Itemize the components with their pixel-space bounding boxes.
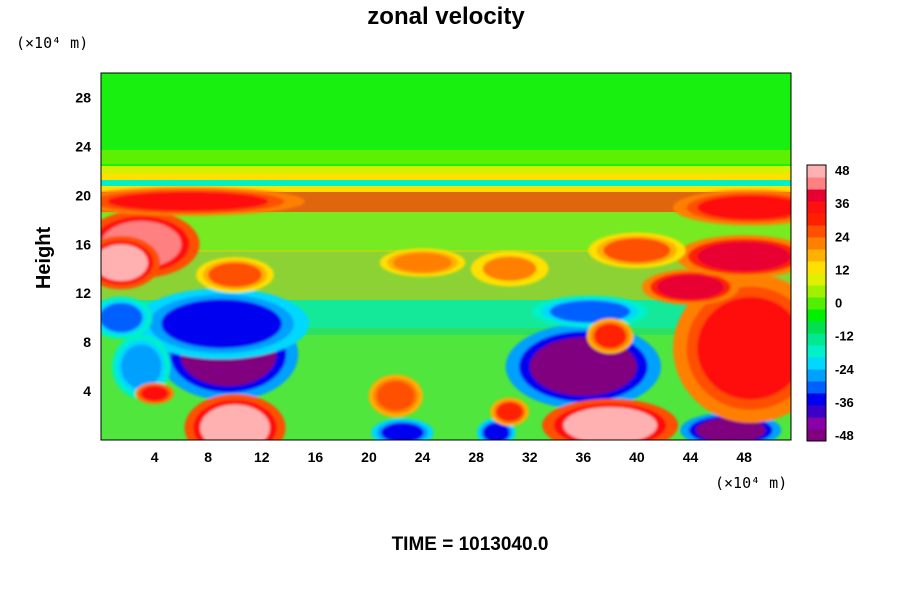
- field-feature: [377, 381, 415, 411]
- field-feature: [482, 422, 510, 440]
- field-feature: [141, 386, 168, 401]
- y-tick-label: 20: [75, 187, 91, 203]
- colorbar-tick-label: 48: [835, 163, 849, 178]
- colorbar-segment: [807, 393, 826, 406]
- colorbar-frame: [806, 164, 827, 442]
- field-feature: [121, 344, 162, 389]
- colorbar-tick-label: -12: [835, 329, 854, 344]
- colorbar-segment: [807, 357, 826, 370]
- field-feature: [101, 302, 143, 333]
- y-tick-label: 12: [75, 285, 91, 301]
- field-band: [101, 166, 791, 174]
- x-tick-label: 32: [522, 449, 538, 465]
- field-band: [101, 150, 791, 164]
- y-tick-label: 16: [75, 236, 91, 252]
- field-feature: [697, 241, 791, 272]
- colorbar-tick-label: 0: [835, 296, 842, 311]
- colorbar-segment: [807, 249, 826, 262]
- x-tick-label: 4: [151, 449, 159, 465]
- velocity-field: [101, 73, 791, 440]
- field-feature: [549, 300, 631, 323]
- colorbar-segment: [807, 381, 826, 394]
- field-feature: [482, 256, 537, 281]
- x-tick-label: 8: [204, 449, 212, 465]
- field-band: [101, 180, 791, 186]
- colorbar-segment: [807, 165, 826, 178]
- colorbar-segment: [807, 333, 826, 346]
- field-band: [101, 186, 791, 192]
- x-axis-unit: (×10⁴ m): [715, 474, 787, 492]
- field-feature: [101, 244, 148, 281]
- colorbar-segment: [807, 321, 826, 334]
- colorbar-segment: [807, 189, 826, 202]
- y-tick-label: 24: [75, 138, 91, 154]
- x-axis-ticks: 4 8 12 16 20 24 28 32 36 40 44 48: [151, 449, 752, 465]
- x-tick-label: 36: [576, 449, 592, 465]
- colorbar-tick-label: -48: [835, 428, 854, 443]
- colorbar-tick-label: 36: [835, 196, 849, 211]
- colorbar-segment: [807, 177, 826, 190]
- x-tick-label: 28: [468, 449, 484, 465]
- y-axis-label: Height: [33, 227, 55, 290]
- field-features: [101, 187, 791, 440]
- field-feature: [208, 262, 262, 288]
- plot-frame: [100, 72, 792, 441]
- field-feature: [657, 274, 725, 300]
- y-axis-unit: (×10⁴ m): [16, 34, 88, 52]
- field-feature: [695, 417, 766, 440]
- colorbar-tick-label: -36: [835, 395, 854, 410]
- field-feature: [393, 252, 453, 273]
- x-tick-label: 24: [415, 449, 431, 465]
- colorbar-segment: [807, 405, 826, 418]
- colorbar: 48 36 24 12 0 -12 -24 -36 -48: [806, 163, 855, 443]
- field-feature: [161, 299, 282, 349]
- x-tick-label: 16: [308, 449, 324, 465]
- colorbar-segment: [807, 285, 826, 298]
- x-tick-label: 20: [361, 449, 377, 465]
- x-tick-label: 44: [683, 449, 699, 465]
- y-tick-label: 4: [83, 383, 91, 399]
- field-feature: [697, 195, 791, 220]
- colorbar-segment: [807, 369, 826, 382]
- field-feature: [563, 406, 658, 440]
- field-band: [101, 174, 791, 180]
- colorbar-segment: [807, 309, 826, 322]
- x-tick-label: 40: [629, 449, 645, 465]
- colorbar-tick-label: 24: [835, 229, 850, 244]
- chart-title: zonal velocity: [367, 3, 525, 30]
- time-label: TIME = 1013040.0: [392, 534, 549, 555]
- field-feature: [496, 402, 524, 422]
- y-axis-ticks: 4 8 12 16 20 24 28: [75, 89, 91, 399]
- field-feature: [603, 238, 671, 263]
- field-feature: [200, 404, 270, 440]
- colorbar-segment: [807, 429, 826, 442]
- field-feature: [594, 323, 627, 349]
- y-tick-label: 8: [83, 334, 91, 350]
- colorbar-segment: [807, 213, 826, 226]
- colorbar-segment: [807, 261, 826, 274]
- colorbar-segment: [807, 237, 826, 250]
- colorbar-segment: [807, 273, 826, 286]
- field-feature: [381, 422, 424, 440]
- x-tick-label: 48: [736, 449, 752, 465]
- y-tick-label: 28: [75, 89, 91, 105]
- plot-area: [100, 72, 792, 441]
- field-feature: [697, 296, 791, 400]
- x-tick-label: 12: [254, 449, 270, 465]
- colorbar-segment: [807, 345, 826, 358]
- colorbar-tick-label: -24: [835, 362, 855, 377]
- colorbar-segment: [807, 417, 826, 430]
- colorbar-segment: [807, 201, 826, 214]
- colorbar-segment: [807, 225, 826, 238]
- colorbar-segment: [807, 297, 826, 310]
- colorbar-tick-label: 12: [835, 262, 849, 277]
- field-feature: [107, 191, 269, 212]
